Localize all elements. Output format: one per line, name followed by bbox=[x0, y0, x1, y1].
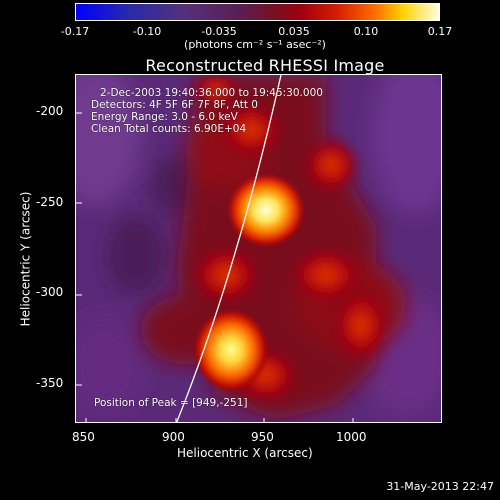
x-tick-label: 850 bbox=[72, 430, 95, 444]
x-tick-label: 900 bbox=[162, 430, 185, 444]
y-axis-label: Heliocentric Y (arcsec) bbox=[18, 191, 33, 327]
plot-area: 2-Dec-2003 19:40:36.000 to 19:45:30.000 … bbox=[75, 74, 442, 423]
info-time-range: 2-Dec-2003 19:40:36.000 to 19:45:30.000 bbox=[100, 87, 323, 99]
y-tick-label: -250 bbox=[36, 195, 64, 209]
info-detectors: Detectors: 4F 5F 6F 7F 8F, Att 0 bbox=[91, 99, 258, 111]
peak-position-label: Position of Peak = [949,-251] bbox=[94, 397, 248, 409]
colorbar-tick: 0.035 bbox=[278, 25, 310, 38]
y-tick-label: -300 bbox=[36, 285, 64, 299]
peak-source-secondary bbox=[193, 308, 269, 392]
info-energy-range: Energy Range: 3.0 - 6.0 keV bbox=[91, 111, 238, 123]
colorbar-tick: -0.035 bbox=[201, 25, 237, 38]
x-tick-label: 950 bbox=[251, 430, 274, 444]
colorbar-tick: -0.10 bbox=[132, 25, 162, 38]
peak-source-primary bbox=[226, 172, 306, 248]
colorbar-tick: -0.17 bbox=[60, 25, 90, 38]
footer-date: 31-May-2013 22:47 bbox=[386, 480, 494, 493]
plot-title: Reconstructed RHESSI Image bbox=[145, 56, 385, 75]
colorbar-units: (photons cm⁻² s⁻¹ asec⁻²) bbox=[184, 38, 326, 51]
colorbar-tick: 0.10 bbox=[353, 25, 379, 38]
colorbar bbox=[75, 3, 440, 21]
solar-limb-line bbox=[176, 75, 282, 422]
y-tick-label: -200 bbox=[36, 104, 64, 118]
y-tick-label: -350 bbox=[36, 376, 64, 390]
x-tick-label: 1000 bbox=[336, 430, 367, 444]
x-axis-label: Heliocentric X (arcsec) bbox=[177, 446, 313, 460]
rhessi-image bbox=[76, 75, 441, 422]
colorbar-tick: 0.17 bbox=[427, 25, 453, 38]
info-counts: Clean Total counts: 6.90E+04 bbox=[91, 123, 247, 135]
